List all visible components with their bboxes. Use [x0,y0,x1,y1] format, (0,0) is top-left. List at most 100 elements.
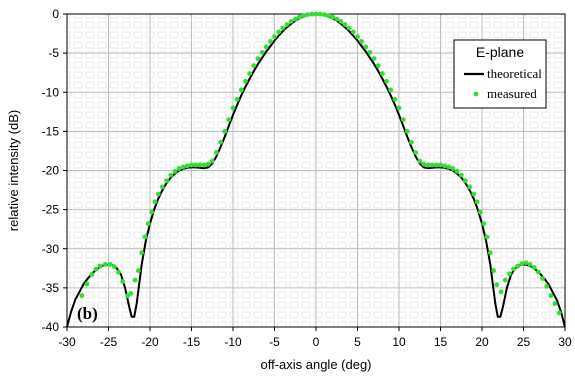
data-point-measured [338,19,344,24]
data-point-measured [384,78,389,84]
data-point-measured [491,268,496,274]
legend-swatch-measured [473,91,479,97]
data-point-measured [309,11,315,17]
data-point-measured [429,162,435,168]
x-tick-label: -25 [100,335,118,349]
y-axis-label: relative intensity (dB) [6,110,21,231]
data-point-measured [184,163,190,169]
data-point-measured [205,161,211,167]
data-point-measured [409,139,414,145]
data-point-measured [392,96,398,102]
x-tick-label: -15 [183,335,201,349]
data-point-measured [359,39,364,44]
data-point-measured [556,310,562,316]
legend: E-plane theoretical measured [453,39,547,109]
series-points-measured [79,11,562,316]
data-point-measured [317,11,323,17]
data-point-measured [107,262,113,267]
x-tick-label: -5 [269,335,280,349]
x-tick-label: 5 [354,335,361,349]
data-point-measured [363,44,369,50]
x-tick-label: 20 [475,335,489,349]
data-point-measured [128,291,134,296]
y-tick-label: -20 [42,164,60,178]
legend-box [453,39,547,109]
data-point-measured [477,209,483,215]
x-tick-label: 10 [392,335,406,349]
data-point-measured [93,266,99,272]
data-point-measured [321,12,327,17]
data-point-measured [326,13,331,18]
data-point-measured [155,191,161,197]
data-point-measured [116,269,121,275]
legend-title: E-plane [476,44,524,60]
data-point-measured [380,71,385,76]
y-tick-label: -35 [42,281,60,295]
data-point-measured [544,283,550,289]
data-point-measured [243,78,248,84]
data-point-measured [180,164,186,170]
data-point-measured [297,14,302,20]
data-point-measured [160,184,165,190]
data-point-measured [142,234,148,240]
data-point-measured [342,22,348,27]
data-point-measured [467,184,472,190]
data-point-measured [172,168,178,174]
y-tick-label: -40 [42,320,60,334]
data-point-measured [484,234,490,240]
y-tick-label: -15 [42,124,60,138]
data-point-measured [417,158,423,164]
data-point-measured [527,262,533,267]
data-point-measured [222,129,228,134]
data-point-measured [355,34,360,40]
data-point-measured [330,14,335,20]
y-tick-label: -25 [42,203,60,217]
data-point-measured [519,261,525,266]
data-point-measured [552,301,558,306]
data-point-measured [251,63,257,68]
x-tick-label: -30 [58,335,76,349]
x-tick-label: 0 [313,335,320,349]
data-point-measured [197,162,203,168]
data-point-measured [176,166,182,171]
y-tick-label: -10 [42,85,60,99]
y-tick-label: -5 [48,46,59,60]
data-point-measured [238,87,244,93]
x-axis-label: off-axis angle (deg) [260,357,371,372]
data-point-measured [334,16,340,22]
x-tick-label: -10 [224,335,242,349]
data-point-measured [263,44,269,50]
x-tick-label: 25 [517,335,531,349]
data-point-measured [421,161,427,167]
data-point-measured [276,29,281,35]
data-point-measured [189,162,194,168]
data-point-measured [305,12,311,17]
data-point-measured [400,117,406,122]
data-point-measured [152,199,158,205]
data-point-measured [149,209,155,215]
data-point-measured [201,162,207,168]
data-point-measured [120,279,125,284]
data-point-measured [438,162,443,168]
data-point-measured [463,178,468,184]
data-point-measured [145,221,151,227]
data-point-measured [214,150,219,155]
data-point-measured [367,49,373,55]
data-point-measured [536,269,541,275]
x-tick-label: 15 [434,335,448,349]
data-point-measured [413,150,418,155]
data-point-measured [226,117,232,122]
data-point-measured [474,199,480,205]
data-point-measured [288,19,294,24]
data-point-measured [139,250,145,256]
data-point-measured [111,264,117,270]
data-point-measured [230,105,236,111]
data-point-measured [234,96,240,102]
data-point-measured [487,250,493,256]
data-point-measured [540,276,545,281]
data-point-measured [247,71,253,76]
data-point-measured [502,277,508,283]
data-point-measured [425,162,431,168]
legend-entry-measured: measured [487,86,537,101]
y-tick-label: -30 [42,242,60,256]
